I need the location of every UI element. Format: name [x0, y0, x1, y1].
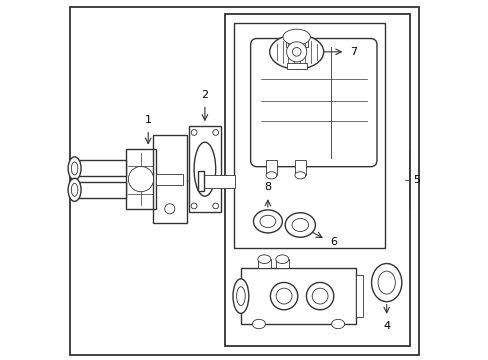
Bar — [241, 268, 355, 324]
Ellipse shape — [265, 172, 276, 179]
Circle shape — [276, 288, 291, 304]
Ellipse shape — [236, 287, 244, 305]
Text: 7: 7 — [349, 47, 356, 57]
Ellipse shape — [285, 213, 315, 237]
Bar — [75, 161, 125, 176]
Bar — [265, 160, 276, 175]
Text: 2: 2 — [201, 90, 208, 100]
Bar — [224, 14, 409, 346]
Text: 1: 1 — [144, 115, 151, 125]
Ellipse shape — [331, 319, 344, 329]
Circle shape — [212, 130, 218, 135]
Text: 4: 4 — [383, 321, 389, 332]
Bar — [285, 37, 307, 47]
Ellipse shape — [252, 319, 265, 329]
Text: 3: 3 — [172, 176, 179, 186]
Circle shape — [270, 282, 297, 310]
Ellipse shape — [68, 178, 81, 201]
Bar — [152, 135, 186, 223]
Ellipse shape — [71, 162, 78, 175]
Bar — [286, 63, 306, 69]
Ellipse shape — [68, 157, 81, 180]
Ellipse shape — [71, 183, 78, 196]
Circle shape — [191, 203, 197, 209]
Bar — [188, 126, 221, 212]
Circle shape — [191, 130, 197, 135]
Circle shape — [306, 282, 333, 310]
Circle shape — [128, 166, 153, 192]
Ellipse shape — [269, 35, 323, 69]
Bar — [197, 171, 204, 191]
Circle shape — [311, 288, 327, 304]
Ellipse shape — [291, 219, 308, 231]
Bar — [294, 160, 305, 175]
Circle shape — [292, 48, 301, 56]
Bar — [233, 23, 384, 248]
Circle shape — [286, 42, 306, 62]
Ellipse shape — [371, 264, 401, 302]
Ellipse shape — [294, 172, 305, 179]
Ellipse shape — [275, 255, 288, 264]
Bar — [275, 259, 288, 268]
Bar — [199, 175, 235, 188]
Ellipse shape — [283, 29, 310, 45]
Bar — [75, 182, 125, 198]
Ellipse shape — [257, 255, 270, 264]
Circle shape — [212, 203, 218, 209]
Ellipse shape — [194, 142, 215, 196]
Bar — [156, 174, 183, 185]
Ellipse shape — [232, 279, 248, 313]
Text: 8: 8 — [264, 182, 271, 192]
Bar — [125, 149, 156, 209]
Text: 6: 6 — [329, 237, 336, 247]
Ellipse shape — [253, 210, 282, 233]
Text: 5: 5 — [412, 175, 419, 185]
Bar — [257, 259, 270, 268]
Circle shape — [164, 204, 175, 214]
Bar — [355, 275, 363, 317]
Ellipse shape — [377, 271, 394, 294]
Ellipse shape — [260, 215, 275, 228]
